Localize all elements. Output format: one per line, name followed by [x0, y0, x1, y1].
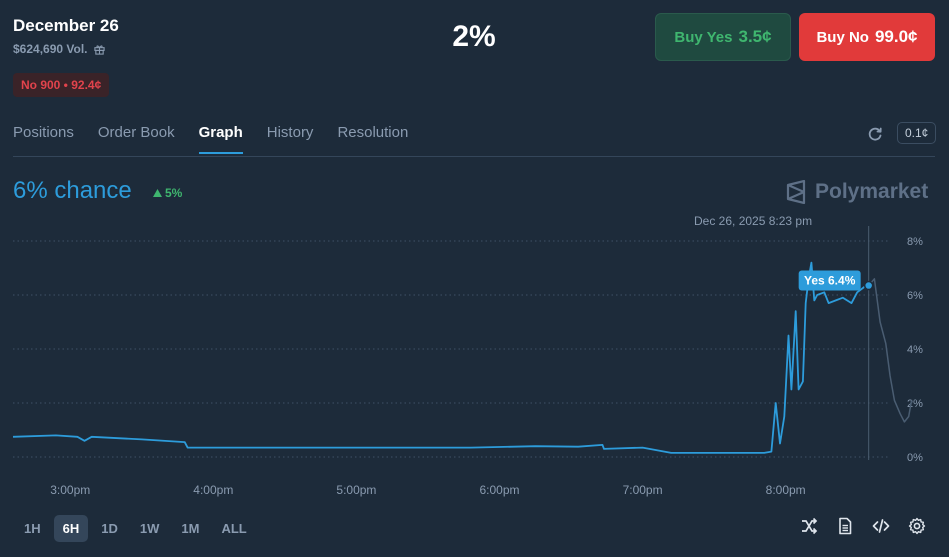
- range-1h[interactable]: 1H: [24, 521, 41, 536]
- position-badge[interactable]: No 900 • 92.4¢: [13, 73, 110, 97]
- range-all[interactable]: ALL: [221, 521, 247, 536]
- x-tick-label: 8:00pm: [766, 483, 806, 497]
- buy-no-button[interactable]: Buy No 99.0¢: [799, 13, 935, 61]
- price-chart[interactable]: 0% 2% 4% 6% 8% 3:00pm 4:00pm 5:00pm 6:00pm 7:00pm…: [0, 0, 949, 510]
- x-tick-label: 5:00pm: [336, 483, 376, 497]
- tab-resolution[interactable]: Resolution: [337, 124, 409, 141]
- market-title: December 26: [13, 16, 119, 35]
- range-1w[interactable]: 1W: [139, 521, 160, 536]
- tab-bar: Positions Order Book Graph History Resol…: [13, 124, 408, 154]
- y-tick-label: 4%: [907, 344, 923, 356]
- chance-delta: 5%: [153, 186, 182, 200]
- buy-yes-button[interactable]: Buy Yes 3.5¢: [655, 13, 791, 61]
- tab-positions[interactable]: Positions: [13, 124, 74, 141]
- chance-delta-value: 5%: [165, 186, 183, 200]
- x-tick-label: 7:00pm: [623, 483, 663, 497]
- y-tick-label: 2%: [907, 398, 923, 410]
- buy-yes-label: Buy Yes: [674, 28, 733, 46]
- range-1m[interactable]: 1M: [181, 521, 200, 536]
- refresh-icon[interactable]: [866, 125, 884, 143]
- tab-graph[interactable]: Graph: [198, 124, 243, 154]
- x-tick-label: 3:00pm: [50, 483, 90, 497]
- x-tick-label: 6:00pm: [479, 483, 519, 497]
- triangle-up-icon: [153, 189, 162, 197]
- volume-row: $624,690 Vol.: [13, 42, 105, 56]
- tick-size-badge[interactable]: 0.1¢: [897, 122, 937, 144]
- y-tick-label: 6%: [907, 290, 923, 302]
- brand-name: Polymarket: [815, 180, 929, 203]
- gift-icon: [93, 44, 105, 55]
- embed-code-icon[interactable]: [872, 517, 890, 535]
- yes-series-line: [12, 261, 869, 454]
- hover-point: [863, 280, 874, 291]
- tab-divider: [13, 156, 935, 157]
- document-icon[interactable]: [836, 517, 854, 535]
- chart-tools: [800, 517, 926, 535]
- hover-tooltip-text: Yes 6.4%: [804, 274, 856, 288]
- settings-gear-icon[interactable]: [908, 517, 926, 535]
- y-tick-label: 8%: [907, 236, 923, 248]
- volume-text: $624,690 Vol.: [13, 42, 88, 56]
- y-tick-label: 0%: [907, 452, 923, 464]
- x-tick-label: 4:00pm: [193, 483, 233, 497]
- shuffle-icon[interactable]: [800, 517, 818, 535]
- range-1d[interactable]: 1D: [101, 521, 118, 536]
- time-range-selector: 1H 6H 1D 1W 1M ALL: [15, 515, 256, 542]
- buy-no-label: Buy No: [816, 28, 869, 46]
- hover-date: Dec 26, 2025 8:23 pm: [694, 214, 813, 228]
- polymarket-logo-icon: [786, 180, 806, 204]
- chance-label: 6% chance: [13, 177, 132, 204]
- polymarket-logo: Polymarket: [785, 180, 928, 204]
- range-6h[interactable]: 6H: [53, 515, 89, 542]
- current-probability: 2%: [452, 20, 496, 53]
- tab-history[interactable]: History: [266, 124, 314, 141]
- hover-tooltip: [798, 270, 861, 291]
- future-series-line: [868, 278, 913, 423]
- buy-no-price: 99.0¢: [874, 27, 918, 46]
- tab-order-book[interactable]: Order Book: [97, 124, 175, 141]
- buy-yes-price: 3.5¢: [738, 27, 772, 46]
